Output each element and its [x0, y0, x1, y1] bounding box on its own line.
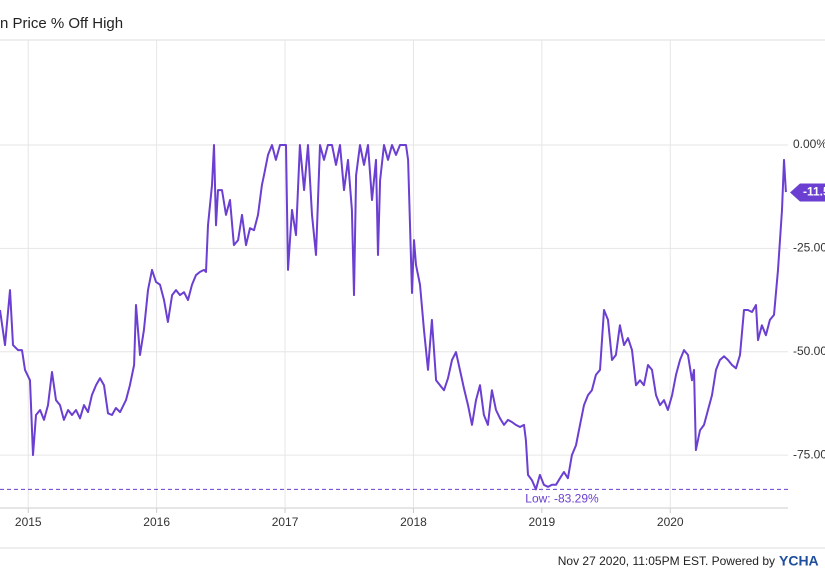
y-tick-label: -50.00%: [793, 344, 825, 358]
x-tick-label: 2018: [400, 515, 427, 529]
x-tick-label: 2020: [657, 515, 684, 529]
current-badge: [790, 183, 825, 202]
low-label: Low: -83.29%: [525, 492, 599, 506]
x-tick-label: 2016: [143, 515, 170, 529]
footer-text: Nov 27 2020, 11:05PM EST. Powered by: [558, 554, 775, 568]
x-tick-label: 2015: [15, 515, 42, 529]
x-tick-label: 2017: [272, 515, 299, 529]
current-label: -11.5: [803, 185, 825, 199]
brand: YCHA: [779, 553, 819, 569]
chart-title: n Price % Off High: [0, 15, 123, 32]
y-tick-label: 0.00%: [793, 137, 825, 151]
price-line: [0, 144, 787, 491]
y-tick-label: -25.00%: [793, 241, 825, 255]
low-label-bg: [517, 492, 607, 507]
x-tick-label: 2019: [529, 515, 556, 529]
y-tick-label: -75.00%: [793, 447, 825, 461]
